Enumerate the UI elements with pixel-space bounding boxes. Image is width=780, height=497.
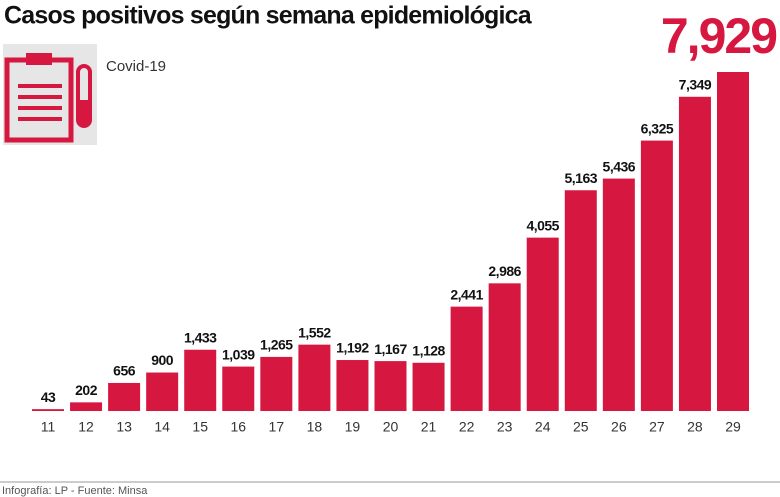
value-label: 1,552 — [298, 324, 331, 340]
value-label: 202 — [75, 382, 98, 398]
bar — [298, 344, 331, 411]
x-tick-label: 26 — [611, 419, 627, 435]
source: Infografía: LP - Fuente: Minsa — [2, 485, 148, 497]
subtitle: Covid-19 — [106, 58, 166, 75]
bar — [108, 382, 141, 411]
x-tick-label: 11 — [41, 419, 56, 435]
x-tick-label: 12 — [78, 419, 94, 435]
bar — [260, 356, 293, 411]
value-label: 656 — [113, 363, 136, 379]
value-label: 2,441 — [450, 286, 483, 302]
x-tick-label: 14 — [154, 419, 170, 435]
x-tick-label: 13 — [116, 419, 132, 435]
bar — [450, 306, 483, 411]
value-label: 2,986 — [488, 263, 521, 279]
bar — [640, 140, 673, 411]
icon — [3, 44, 97, 145]
x-tick-label: 22 — [459, 419, 475, 435]
x-tick-label: 25 — [573, 419, 589, 435]
bar — [717, 72, 749, 411]
bar — [146, 372, 179, 411]
bar — [678, 96, 711, 411]
value-label: 6,325 — [641, 120, 674, 136]
bar — [336, 360, 369, 411]
value-label: 1,433 — [184, 329, 217, 345]
x-tick-label: 16 — [230, 419, 246, 435]
bar — [526, 237, 559, 411]
bar — [602, 178, 635, 411]
bar — [70, 402, 103, 411]
x-tick-label: 29 — [725, 419, 741, 435]
x-tick-label: 15 — [192, 419, 208, 435]
x-tick-label: 24 — [535, 419, 551, 435]
value-label: 5,436 — [603, 158, 636, 174]
x-tick-label: 17 — [269, 419, 285, 435]
bar — [488, 283, 521, 411]
x-tick-label: 20 — [383, 419, 399, 435]
value-label: 7,349 — [679, 77, 712, 93]
bar — [184, 349, 217, 411]
x-tick-label: 18 — [307, 419, 323, 435]
value-label: 1,167 — [374, 341, 407, 357]
value-label: 1,265 — [260, 337, 293, 353]
bar — [564, 190, 597, 411]
value-label: 43 — [41, 389, 56, 405]
x-tick-label: 21 — [421, 419, 437, 435]
value-label: 900 — [151, 352, 174, 368]
value-label: 5,163 — [565, 170, 598, 186]
bar — [374, 361, 407, 411]
chart-title: Casos positivos según semana epidemiológ… — [4, 2, 533, 30]
value-label: 7,929 — [661, 8, 776, 64]
bar — [412, 362, 445, 411]
value-label: 1,128 — [412, 342, 445, 358]
bar — [222, 366, 255, 411]
value-label: 4,055 — [526, 217, 559, 233]
x-tick-label: 23 — [497, 419, 513, 435]
value-label: 1,039 — [222, 346, 255, 362]
x-tick-label: 28 — [687, 419, 703, 435]
value-label: 1,192 — [336, 340, 369, 356]
bar — [32, 409, 64, 411]
x-tick-label: 27 — [649, 419, 665, 435]
x-tick-label: 19 — [345, 419, 361, 435]
